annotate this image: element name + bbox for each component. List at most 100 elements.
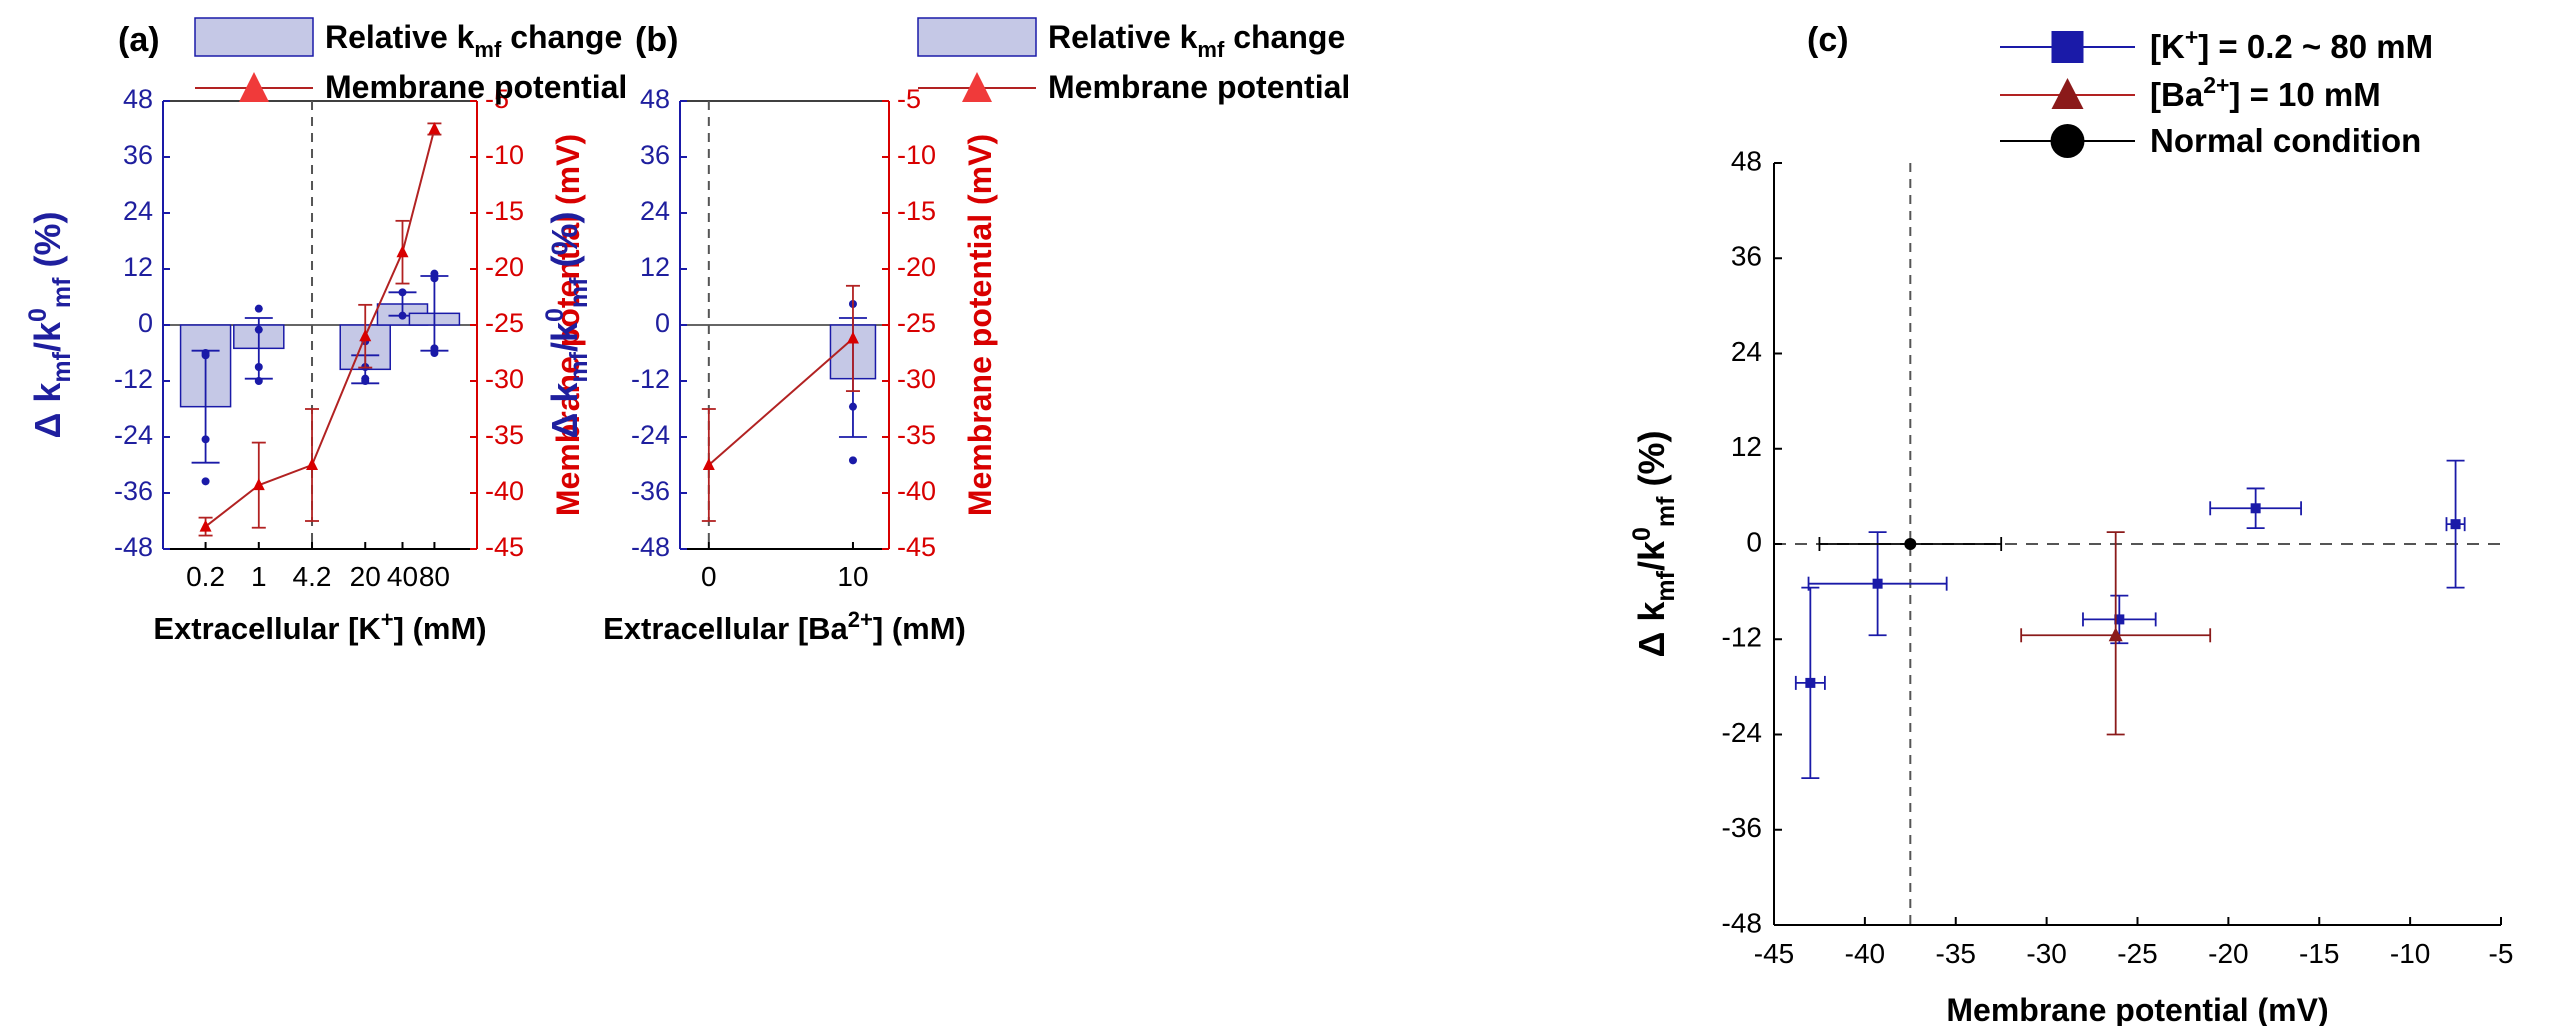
x-axis-title-part: Membrane potential (mV) [1946, 992, 2328, 1026]
x-tick-label: 1 [251, 561, 267, 592]
x-tick-label: 10 [837, 561, 868, 592]
data-point [848, 456, 857, 465]
x-axis-title-part: ] (mM) [873, 611, 966, 646]
panel-label: (c) [1807, 21, 1849, 59]
y-axis-title-part: 0 [1628, 527, 1656, 541]
x-axis-title-part: Extracellular [K [153, 611, 381, 646]
x-axis-title: Extracellular [K+] (mM) [153, 607, 486, 646]
left-axis-title-part: /k [27, 321, 68, 352]
panel-b: -48 -36 -24 -12 0 12 24 36 48 -45 -40 -35 -30 -25 -20 -… [541, 17, 1350, 646]
legend-label-part: [Ba [2150, 76, 2204, 113]
left-axis-title-part: /k [544, 321, 585, 352]
x-axis-title: Extracellular [Ba2+] (mM) [603, 607, 966, 646]
right-tick-label: -20 [485, 252, 524, 282]
y-tick-label: 0 [1746, 526, 1762, 557]
right-tick-label: -45 [897, 532, 936, 562]
right-tick-label: -15 [897, 196, 936, 226]
legend-label-part: Normal condition [2150, 122, 2421, 159]
data-point [254, 377, 263, 385]
potential-marker [396, 245, 409, 258]
x-axis-title-part: Extracellular [Ba [603, 611, 848, 646]
panel-c: -48 -36 -24 -12 0 12 24 36 48 -45 -40 -35 -30 -25 -20 -… [1628, 21, 2513, 1026]
data-point [398, 311, 407, 320]
right-axis-title-part: Membrane potential (mV) [550, 134, 586, 516]
legend-triangle-marker [239, 72, 269, 102]
right-axis-title-part: Membrane potential (mV) [962, 134, 998, 516]
potential-marker [359, 329, 372, 342]
x-axis-title-part: + [381, 607, 394, 632]
x-axis-title-part: 2+ [848, 607, 873, 632]
left-axis-title-part: mf [48, 351, 76, 382]
x-axis-title: Membrane potential (mV) [1946, 992, 2328, 1026]
square-marker [1805, 677, 1816, 688]
potential-marker [199, 519, 212, 532]
right-tick-label: -45 [485, 532, 524, 562]
y-tick-label: -12 [1722, 622, 1762, 653]
left-tick-label: -12 [631, 364, 670, 394]
legend-label-part: 2+ [2203, 72, 2229, 98]
legend-circle-marker [2050, 124, 2085, 158]
y-axis-title-part: mf [1652, 496, 1680, 527]
right-tick-label: -20 [897, 252, 936, 282]
left-tick-label: -24 [631, 420, 670, 450]
y-axis-title-part: mf [1652, 570, 1680, 601]
left-tick-label: -24 [114, 420, 153, 450]
y-axis-title-part: Δ k [1631, 601, 1672, 658]
circle-marker [1904, 538, 1917, 550]
square-marker [2114, 614, 2125, 625]
legend-label: Normal condition [2150, 122, 2421, 159]
data-point [254, 325, 263, 334]
x-tick-label: 20 [350, 561, 381, 592]
left-tick-label: 36 [123, 140, 153, 170]
legend-line-label: Membrane potential [325, 69, 627, 105]
data-point [254, 304, 263, 313]
potential-line [708, 337, 854, 466]
legend-label-part: + [2185, 24, 2198, 50]
legend-bar-label: Relative kmf change [325, 19, 622, 62]
data-point [201, 351, 210, 360]
legend-label: [Ba2+] = 10 mM [2150, 72, 2381, 113]
potential-marker [306, 458, 319, 470]
left-axis-title-part: Δ k [27, 382, 68, 439]
y-tick-label: -24 [1722, 717, 1762, 748]
y-tick-label: 48 [1731, 145, 1762, 176]
x-tick-label: -10 [2390, 938, 2430, 969]
potential-line [204, 128, 436, 528]
left-axis-title-part: mf [48, 277, 76, 308]
right-tick-label: -10 [897, 140, 936, 170]
right-tick-label: -30 [897, 364, 936, 394]
right-tick-label: -30 [485, 364, 524, 394]
data-point [201, 477, 210, 486]
potential-marker [846, 331, 859, 344]
data-point [430, 274, 439, 283]
legend-bar-swatch [194, 17, 314, 57]
x-tick-label: -20 [2208, 938, 2248, 969]
right-tick-label: -10 [485, 140, 524, 170]
data-point [430, 349, 439, 357]
legend-line-label-part: Membrane potential [1048, 69, 1350, 105]
left-axis-title-part: mf [565, 351, 593, 382]
legend-square-marker [2051, 31, 2084, 63]
left-tick-label: 24 [123, 196, 153, 226]
left-tick-label: -12 [114, 364, 153, 394]
x-tick-label: 0 [701, 561, 717, 592]
left-tick-label: 12 [123, 252, 153, 282]
square-marker [2450, 519, 2461, 530]
x-tick-label: 80 [419, 561, 450, 592]
left-tick-label: 0 [655, 308, 670, 338]
y-tick-label: 12 [1731, 431, 1762, 462]
legend-triangle-marker [2051, 78, 2084, 109]
legend: Relative kmf change Membrane potential [917, 17, 1350, 105]
x-tick-label: -15 [2299, 938, 2339, 969]
x-axis-title-part: ] (mM) [394, 611, 487, 646]
left-tick-label: -36 [114, 476, 153, 506]
y-tick-label: 36 [1731, 241, 1762, 272]
legend-bar-label-part: Relative k [1048, 19, 1198, 55]
right-tick-label: -5 [897, 84, 921, 114]
panel-label: (b) [635, 21, 678, 59]
left-tick-label: 12 [640, 252, 670, 282]
right-axis-title: Membrane potential (mV) [962, 134, 998, 516]
left-axis-title-part: (%) [544, 212, 585, 278]
left-tick-label: 0 [138, 308, 153, 338]
x-tick-label: -40 [1845, 938, 1885, 969]
